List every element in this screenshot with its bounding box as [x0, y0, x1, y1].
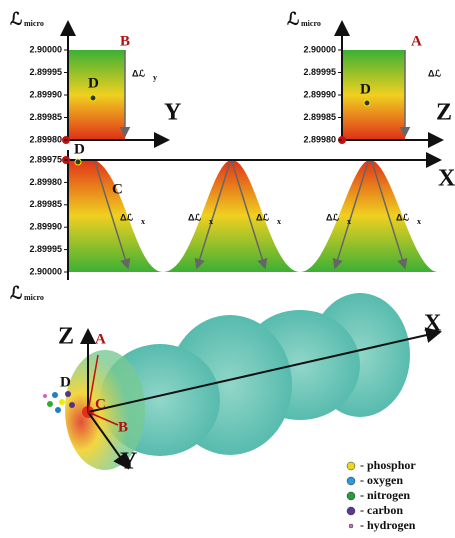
- tick-labels: 2.90000 2.89995 2.89990 2.89985 2.89980: [303, 44, 342, 144]
- point-label: A: [95, 331, 106, 347]
- corner-label: A: [411, 33, 422, 49]
- axis-subscript: micro: [301, 19, 321, 28]
- point-dot: [363, 99, 371, 107]
- point-label: D: [88, 75, 99, 91]
- delta-subscript: x: [209, 217, 213, 226]
- delta-label: Δℒ: [132, 68, 145, 78]
- tick-label: 2.89975: [29, 154, 62, 164]
- axis-label: Z: [436, 100, 452, 126]
- legend-marker: [346, 491, 356, 501]
- delta-label: Δℒ: [428, 68, 441, 78]
- point-label: D: [360, 81, 371, 97]
- axis-symbol: ℒ: [10, 10, 22, 30]
- tick-label: 2.89980: [29, 134, 62, 144]
- vector: [87, 411, 119, 426]
- axis-label: X: [424, 311, 442, 337]
- tick-label: 2.89990: [29, 222, 62, 232]
- legend: - phosphor- oxygen- nitrogen- carbon- hy…: [346, 458, 416, 532]
- legend-label: - carbon: [360, 503, 403, 517]
- axis: [87, 327, 442, 413]
- tick-label: 2.89985: [303, 112, 336, 122]
- legend-marker: [346, 506, 356, 516]
- point-label: B: [118, 419, 128, 435]
- atom: [55, 407, 61, 413]
- delta-label: Δℒ: [396, 212, 409, 222]
- tick-label: 2.90000: [303, 44, 336, 54]
- point-label: D: [74, 141, 85, 157]
- delta-subscript: x: [277, 217, 281, 226]
- tick-labels: 2.89975 2.89980 2.89985 2.89990 2.89995 2.900…: [29, 154, 68, 276]
- arrow: [94, 161, 131, 270]
- atom: [65, 391, 71, 397]
- arrow: [332, 161, 369, 270]
- axis-subscript: micro: [24, 19, 44, 28]
- tube-lobe: [65, 350, 145, 470]
- legend-label: - oxygen: [360, 473, 403, 487]
- axis-label: X: [438, 166, 455, 192]
- tick-label: 2.89985: [29, 112, 62, 122]
- tick-label: 2.89995: [303, 67, 336, 77]
- tick-label: 2.89980: [29, 177, 62, 187]
- arrow: [231, 161, 268, 270]
- delta-label: Δℒ: [120, 212, 133, 222]
- gradient-box: [342, 50, 405, 140]
- molecule: [43, 391, 75, 413]
- axis: [87, 411, 130, 470]
- delta-label: Δℒ: [256, 212, 269, 222]
- point-label: C: [95, 396, 106, 412]
- delta-label: Δℒ: [188, 212, 201, 222]
- tick-label: 2.89980: [303, 134, 336, 144]
- atom: [69, 402, 75, 408]
- tick-label: 2.89995: [29, 244, 62, 254]
- point-dot: [89, 94, 97, 102]
- tick-label: 2.89995: [29, 67, 62, 77]
- corner-label: B: [120, 33, 130, 49]
- atom: [43, 394, 47, 398]
- gradient-box: [68, 50, 125, 140]
- point-label: C: [112, 181, 123, 197]
- delta-labels: Δℒ x Δℒ x Δℒ x Δℒ x Δℒ x: [120, 212, 421, 225]
- tick-label: 2.89990: [29, 89, 62, 99]
- axis-subscript: micro: [24, 293, 44, 302]
- atom: [59, 399, 65, 405]
- tube: [65, 293, 410, 470]
- atom: [47, 401, 53, 407]
- legend-marker: [346, 476, 356, 486]
- axis-label: Y: [120, 449, 137, 475]
- tick-label: 2.90000: [29, 44, 62, 54]
- delta-label: Δℒ: [326, 212, 339, 222]
- wave-area: [68, 159, 438, 272]
- tick-label: 2.90000: [29, 266, 62, 276]
- legend-label: - nitrogen: [360, 488, 410, 502]
- axis-symbol: ℒ: [10, 284, 22, 304]
- axis-label: Y: [164, 100, 181, 126]
- arrow: [194, 161, 231, 270]
- tick-label: 2.89990: [303, 89, 336, 99]
- axis-label: Z: [58, 324, 74, 350]
- point-label: D: [60, 374, 71, 390]
- point-dot: [74, 158, 82, 166]
- axis-symbol: ℒ: [287, 10, 299, 30]
- legend-label: - hydrogen: [360, 518, 416, 532]
- legend-marker: [348, 523, 354, 529]
- tick-label: 2.89985: [29, 199, 62, 209]
- arrow: [371, 161, 408, 270]
- delta-subscript: y: [153, 73, 157, 82]
- delta-subscript: x: [141, 217, 145, 226]
- delta-subscript: x: [347, 217, 351, 226]
- atom: [52, 392, 58, 398]
- legend-label: - phosphor: [360, 458, 416, 472]
- delta-subscript: x: [417, 217, 421, 226]
- legend-marker: [346, 461, 356, 471]
- tick-labels: 2.90000 2.89995 2.89990 2.89985 2.89980: [29, 44, 68, 144]
- vector: [87, 354, 99, 413]
